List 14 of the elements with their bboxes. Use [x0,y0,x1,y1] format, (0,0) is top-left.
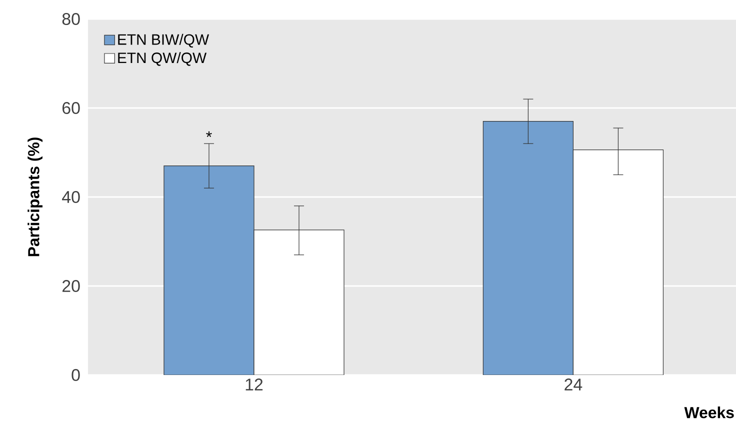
y-tick-label: 40 [62,191,80,204]
y-tick-label: 60 [62,102,80,114]
x-axis-title: Weeks [684,406,734,418]
y-tick-label: 80 [62,13,80,26]
y-tick-label: 0 [72,369,80,381]
annotation: * [206,131,212,138]
bar [164,166,254,375]
y-tick-label: 20 [62,280,80,292]
legend-label: ETN QW/QW [118,52,207,66]
legend-label: ETN BIW/QW [118,34,210,48]
x-tick-label: 12 [246,378,263,390]
y-axis-title: Participants (%) [28,138,42,256]
bar [482,121,574,375]
x-tick-label: 24 [564,378,582,390]
